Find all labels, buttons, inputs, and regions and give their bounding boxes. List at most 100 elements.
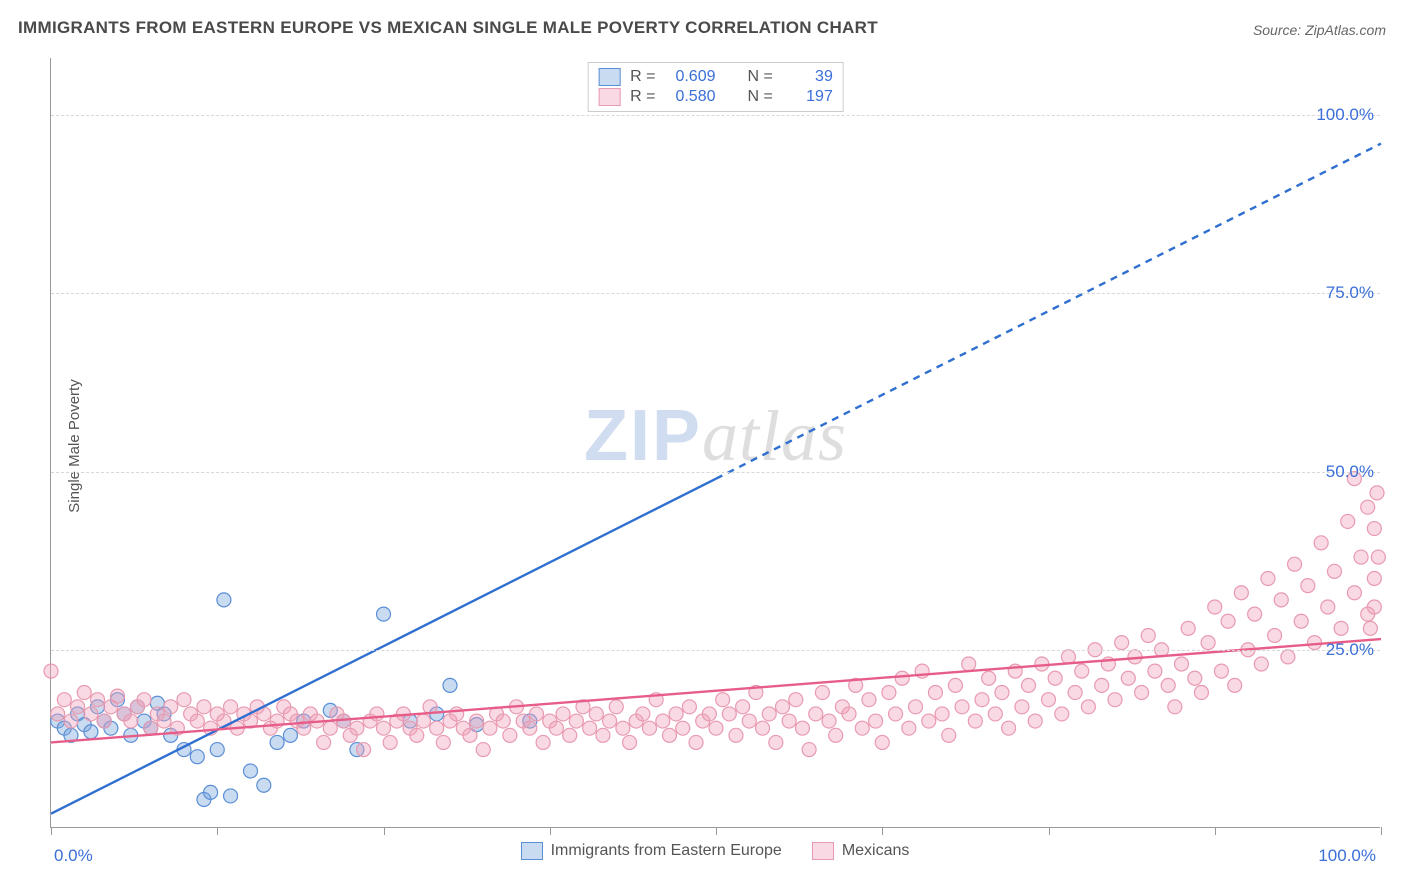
- scatter-point: [1261, 571, 1275, 585]
- scatter-point: [902, 721, 916, 735]
- scatter-point: [137, 693, 151, 707]
- scatter-point: [609, 700, 623, 714]
- x-tick: [1049, 827, 1050, 835]
- scatter-point: [157, 714, 171, 728]
- scatter-point: [676, 721, 690, 735]
- legend-r-label: R =: [630, 88, 655, 106]
- scatter-point: [689, 735, 703, 749]
- scatter-point: [656, 714, 670, 728]
- scatter-point: [776, 700, 790, 714]
- scatter-point: [1354, 550, 1368, 564]
- scatter-point: [443, 678, 457, 692]
- scatter-point: [928, 686, 942, 700]
- scatter-point: [1188, 671, 1202, 685]
- scatter-point: [549, 721, 563, 735]
- scatter-point: [44, 664, 58, 678]
- scatter-point: [204, 785, 218, 799]
- scatter-point: [91, 693, 105, 707]
- scatter-point: [1334, 621, 1348, 635]
- scatter-point: [1181, 621, 1195, 635]
- scatter-point: [822, 714, 836, 728]
- scatter-point: [975, 693, 989, 707]
- scatter-point: [1108, 693, 1122, 707]
- scatter-point: [97, 714, 111, 728]
- scatter-point: [64, 714, 78, 728]
- scatter-point: [190, 750, 204, 764]
- scatter-point: [436, 735, 450, 749]
- x-tick: [550, 827, 551, 835]
- scatter-point: [177, 693, 191, 707]
- scatter-point: [722, 707, 736, 721]
- scatter-point: [1363, 621, 1377, 635]
- gridline: [51, 115, 1380, 116]
- scatter-point: [476, 743, 490, 757]
- scatter-point: [869, 714, 883, 728]
- legend-series-label: Mexicans: [842, 842, 910, 860]
- y-tick-label: 50.0%: [1326, 462, 1374, 482]
- gridline: [51, 472, 1380, 473]
- scatter-point: [224, 700, 238, 714]
- legend-top: R =0.609N =39R =0.580N =197: [587, 62, 844, 112]
- x-tick: [1215, 827, 1216, 835]
- scatter-point: [1075, 664, 1089, 678]
- scatter-point: [1367, 600, 1381, 614]
- scatter-point: [270, 735, 284, 749]
- scatter-point: [702, 707, 716, 721]
- scatter-point: [1254, 657, 1268, 671]
- scatter-point: [529, 707, 543, 721]
- scatter-point: [257, 778, 271, 792]
- scatter-point: [503, 728, 517, 742]
- y-tick-label: 75.0%: [1326, 283, 1374, 303]
- scatter-point: [1194, 686, 1208, 700]
- scatter-point: [795, 721, 809, 735]
- scatter-point: [144, 721, 158, 735]
- scatter-point: [982, 671, 996, 685]
- scatter-point: [483, 721, 497, 735]
- scatter-point: [1281, 650, 1295, 664]
- plot-area: ZIPatlas R =0.609N =39R =0.580N =197 25.…: [50, 58, 1380, 828]
- scatter-point: [596, 728, 610, 742]
- scatter-point: [1234, 586, 1248, 600]
- scatter-point: [1248, 607, 1262, 621]
- x-tick: [51, 827, 52, 835]
- scatter-point: [1361, 500, 1375, 514]
- scatter-point: [210, 743, 224, 757]
- scatter-point: [1288, 557, 1302, 571]
- gridline: [51, 650, 1380, 651]
- gridline: [51, 293, 1380, 294]
- scatter-point: [1371, 550, 1385, 564]
- scatter-point: [1055, 707, 1069, 721]
- scatter-point: [662, 728, 676, 742]
- scatter-point: [955, 700, 969, 714]
- scatter-point: [1115, 636, 1129, 650]
- legend-bottom-item: Mexicans: [812, 842, 910, 860]
- scatter-point: [855, 721, 869, 735]
- scatter-point: [1370, 486, 1384, 500]
- scatter-point: [450, 707, 464, 721]
- legend-n-value: 197: [783, 88, 833, 106]
- scatter-point: [623, 735, 637, 749]
- scatter-point: [377, 607, 391, 621]
- legend-series-label: Immigrants from Eastern Europe: [551, 842, 782, 860]
- x-tick: [716, 827, 717, 835]
- scatter-point: [995, 686, 1009, 700]
- scatter-point: [875, 735, 889, 749]
- scatter-point: [416, 714, 430, 728]
- scatter-point: [111, 689, 125, 703]
- legend-n-label: N =: [748, 88, 773, 106]
- trend-line-solid: [51, 479, 716, 814]
- scatter-point: [523, 721, 537, 735]
- scatter-point: [1135, 686, 1149, 700]
- scatter-point: [829, 728, 843, 742]
- scatter-point: [1168, 700, 1182, 714]
- y-tick-label: 25.0%: [1326, 640, 1374, 660]
- scatter-point: [1022, 678, 1036, 692]
- x-tick: [217, 827, 218, 835]
- scatter-point: [1028, 714, 1042, 728]
- scatter-point: [370, 707, 384, 721]
- scatter-point: [283, 728, 297, 742]
- scatter-point: [1081, 700, 1095, 714]
- scatter-point: [762, 707, 776, 721]
- scatter-point: [789, 693, 803, 707]
- legend-r-label: R =: [630, 68, 655, 86]
